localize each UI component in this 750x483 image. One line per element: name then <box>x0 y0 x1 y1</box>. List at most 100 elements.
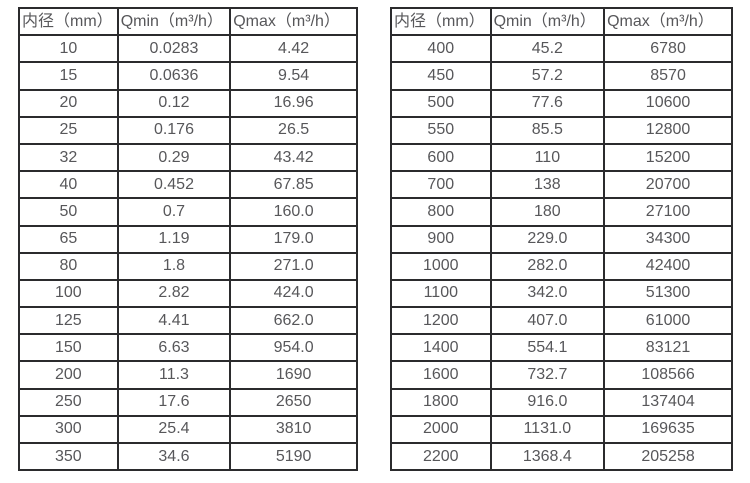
column-header-qmin: Qmin（m³/h） <box>489 6 606 37</box>
table-row: 800 180 27100 <box>390 197 733 227</box>
qmin-cell: 11.3 <box>116 360 232 390</box>
qmax-cell: 8570 <box>603 61 733 91</box>
large-diameter-flow-table: 内径（mm） Qmin（m³/h） Qmax（m³/h） 400 45.2 6780… <box>390 6 733 472</box>
table-row: 80 1.8 271.0 <box>18 251 358 281</box>
diameter-cell: 1200 <box>390 306 492 336</box>
table-row: 50 0.7 160.0 <box>18 197 358 227</box>
qmax-cell: 51300 <box>603 278 733 309</box>
qmin-cell: 0.0283 <box>116 34 232 64</box>
diameter-cell: 700 <box>390 170 492 200</box>
qmin-cell: 407.0 <box>489 306 606 336</box>
qmax-cell: 424.0 <box>229 278 358 309</box>
table-row: 25 0.176 26.5 <box>18 115 358 145</box>
table-row: 550 85.5 12800 <box>390 115 733 145</box>
diameter-cell: 1600 <box>390 360 492 390</box>
table-header-row: 内径（mm） Qmin（m³/h） Qmax（m³/h） <box>18 6 358 37</box>
qmax-cell: 5190 <box>229 441 358 472</box>
diameter-cell: 2200 <box>390 441 492 472</box>
diameter-cell: 500 <box>390 88 492 118</box>
qmax-cell: 42400 <box>603 251 733 281</box>
qmax-cell: 160.0 <box>229 197 358 227</box>
diameter-cell: 50 <box>18 197 119 227</box>
qmax-cell: 271.0 <box>229 251 358 281</box>
qmax-cell: 2650 <box>229 387 358 417</box>
qmin-cell: 110 <box>489 142 606 173</box>
diameter-cell: 25 <box>18 115 119 145</box>
table-row: 200 11.3 1690 <box>18 360 358 390</box>
table-row: 700 138 20700 <box>390 170 733 200</box>
diameter-cell: 125 <box>18 306 119 336</box>
diameter-cell: 800 <box>390 197 492 227</box>
table-row: 400 45.2 6780 <box>390 34 733 64</box>
table-row: 1000 282.0 42400 <box>390 251 733 281</box>
qmin-cell: 85.5 <box>489 115 606 145</box>
table-row: 150 6.63 954.0 <box>18 333 358 363</box>
qmin-cell: 57.2 <box>489 61 606 91</box>
qmin-cell: 138 <box>489 170 606 200</box>
diameter-cell: 150 <box>18 333 119 363</box>
table-row: 1800 916.0 137404 <box>390 387 733 417</box>
table-row: 300 25.4 3810 <box>18 414 358 445</box>
diameter-cell: 200 <box>18 360 119 390</box>
qmax-cell: 67.85 <box>229 170 358 200</box>
column-header-diameter: 内径（mm） <box>18 6 119 37</box>
qmin-cell: 0.452 <box>116 170 232 200</box>
qmin-cell: 1368.4 <box>489 441 606 472</box>
qmin-cell: 1.19 <box>116 224 232 254</box>
qmin-cell: 1131.0 <box>489 414 606 445</box>
qmax-cell: 954.0 <box>229 333 358 363</box>
qmin-cell: 0.12 <box>116 88 232 118</box>
qmax-cell: 83121 <box>603 333 733 363</box>
table-row: 900 229.0 34300 <box>390 224 733 254</box>
diameter-cell: 10 <box>18 34 119 64</box>
table-row: 500 77.6 10600 <box>390 88 733 118</box>
column-header-qmax: Qmax（m³/h） <box>229 6 358 37</box>
diameter-cell: 1100 <box>390 278 492 309</box>
qmax-cell: 10600 <box>603 88 733 118</box>
diameter-cell: 1800 <box>390 387 492 417</box>
qmin-cell: 25.4 <box>116 414 232 445</box>
qmax-cell: 1690 <box>229 360 358 390</box>
qmax-cell: 34300 <box>603 224 733 254</box>
small-diameter-flow-table: 内径（mm） Qmin（m³/h） Qmax（m³/h） 10 0.0283 4.4… <box>18 6 358 472</box>
diameter-cell: 2000 <box>390 414 492 445</box>
qmax-cell: 179.0 <box>229 224 358 254</box>
qmin-cell: 2.82 <box>116 278 232 309</box>
diameter-cell: 32 <box>18 142 119 173</box>
table-row: 32 0.29 43.42 <box>18 142 358 173</box>
diameter-cell: 65 <box>18 224 119 254</box>
qmin-cell: 554.1 <box>489 333 606 363</box>
diameter-cell: 40 <box>18 170 119 200</box>
table-row: 20 0.12 16.96 <box>18 88 358 118</box>
table-row: 1400 554.1 83121 <box>390 333 733 363</box>
qmin-cell: 4.41 <box>116 306 232 336</box>
qmax-cell: 108566 <box>603 360 733 390</box>
qmax-cell: 169635 <box>603 414 733 445</box>
qmin-cell: 77.6 <box>489 88 606 118</box>
qmax-cell: 9.54 <box>229 61 358 91</box>
qmin-cell: 229.0 <box>489 224 606 254</box>
qmax-cell: 205258 <box>603 441 733 472</box>
column-header-qmax: Qmax（m³/h） <box>603 6 733 37</box>
qmin-cell: 916.0 <box>489 387 606 417</box>
qmax-cell: 137404 <box>603 387 733 417</box>
diameter-cell: 1400 <box>390 333 492 363</box>
diameter-cell: 350 <box>18 441 119 472</box>
diameter-cell: 900 <box>390 224 492 254</box>
qmin-cell: 180 <box>489 197 606 227</box>
qmax-cell: 12800 <box>603 115 733 145</box>
table-row: 100 2.82 424.0 <box>18 278 358 309</box>
table-row: 350 34.6 5190 <box>18 441 358 472</box>
table-row: 15 0.0636 9.54 <box>18 61 358 91</box>
table-row: 1200 407.0 61000 <box>390 306 733 336</box>
diameter-cell: 1000 <box>390 251 492 281</box>
qmin-cell: 6.63 <box>116 333 232 363</box>
qmin-cell: 342.0 <box>489 278 606 309</box>
qmax-cell: 43.42 <box>229 142 358 173</box>
column-header-qmin: Qmin（m³/h） <box>116 6 232 37</box>
qmin-cell: 0.29 <box>116 142 232 173</box>
table-header-row: 内径（mm） Qmin（m³/h） Qmax（m³/h） <box>390 6 733 37</box>
qmax-cell: 20700 <box>603 170 733 200</box>
diameter-cell: 80 <box>18 251 119 281</box>
table-row: 10 0.0283 4.42 <box>18 34 358 64</box>
